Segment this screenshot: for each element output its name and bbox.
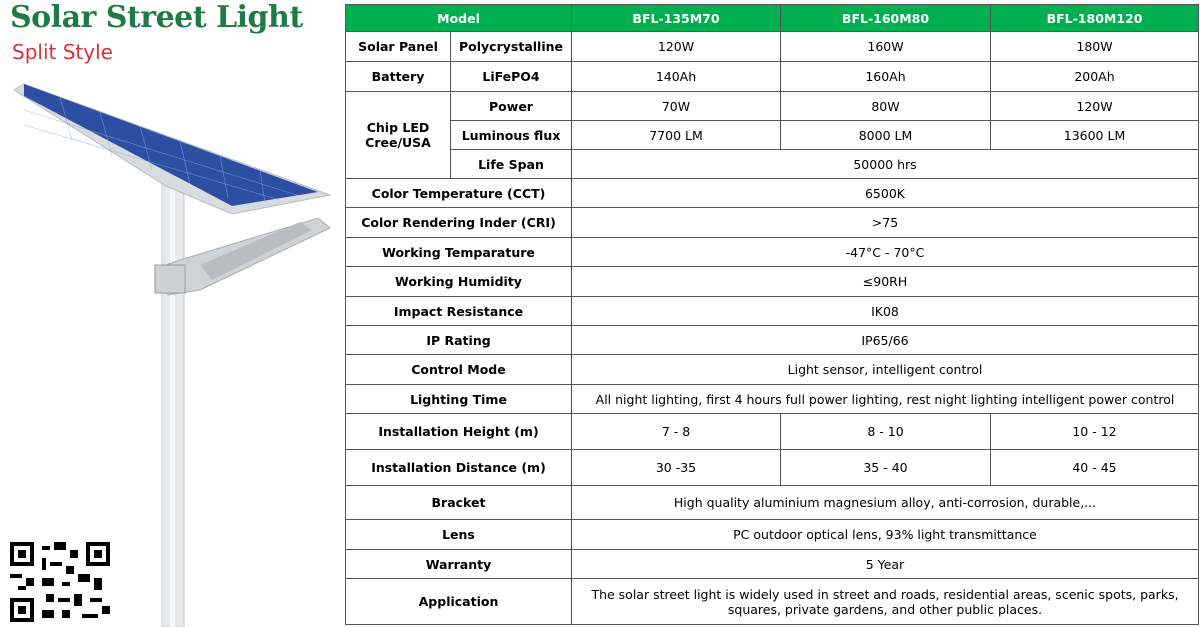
cell: 140Ah — [571, 61, 781, 92]
table-row: Lighting Time All night lighting, first 4… — [345, 384, 1199, 414]
row-label: IP Rating — [345, 325, 572, 355]
street-light-image — [13, 83, 332, 627]
row-label: Warranty — [345, 549, 572, 579]
table-row: Working Temparature -47°C - 70°C — [345, 237, 1199, 267]
table-row: Working Humidity ≤90RH — [345, 266, 1199, 297]
cell: Light sensor, intelligent control — [571, 354, 1199, 385]
row-label: Working Temparature — [345, 237, 572, 267]
cell: 40 - 45 — [990, 449, 1199, 486]
cell: 35 - 40 — [780, 449, 991, 486]
cell: 6500K — [571, 178, 1199, 208]
model-3: BFL-180M120 — [990, 4, 1199, 32]
chip-origin-label: Cree/USA — [365, 135, 431, 150]
cell: 200Ah — [990, 61, 1199, 92]
cell: IK08 — [571, 296, 1199, 326]
row-sublabel: Life Span — [450, 149, 572, 179]
cell: 7700 LM — [571, 120, 781, 150]
cell: 13600 LM — [990, 120, 1199, 150]
cell: IP65/66 — [571, 325, 1199, 355]
cell: 120W — [990, 91, 1199, 121]
row-label: Color Temperature (CCT) — [345, 178, 572, 208]
cell: PC outdoor optical lens, 93% light trans… — [571, 519, 1199, 550]
cell: >75 — [571, 207, 1199, 238]
model-header: Model — [345, 4, 572, 32]
table-row: Luminous flux 7700 LM 8000 LM 13600 LM — [346, 120, 1199, 150]
cell: 8 - 10 — [780, 413, 991, 450]
page-title: Solar Street Light — [10, 0, 303, 35]
cell: 30 -35 — [571, 449, 781, 486]
table-row: Chip LED Cree/USA Power 70W 80W 120W — [345, 91, 1199, 179]
model-1: BFL-135M70 — [571, 4, 781, 32]
cell: 50000 hrs — [571, 149, 1199, 179]
row-label-chip-led: Chip LED Cree/USA — [345, 91, 451, 179]
cell: ≤90RH — [571, 266, 1199, 297]
row-label: Installation Height (m) — [345, 413, 572, 450]
cell: 80W — [780, 91, 991, 121]
page-subtitle: Split Style — [12, 40, 113, 64]
row-sublabel: Power — [450, 91, 572, 121]
model-2: BFL-160M80 — [780, 4, 991, 32]
row-label: Battery — [345, 61, 451, 92]
table-row: Control Mode Light sensor, intelligent co… — [345, 354, 1199, 385]
application-line-1: The solar street light is widely used in… — [591, 586, 1179, 602]
row-sublabel: Polycrystalline — [450, 31, 572, 62]
cell: All night lighting, first 4 hours full p… — [571, 384, 1199, 414]
cell: 10 - 12 — [990, 413, 1199, 450]
row-label: Lighting Time — [345, 384, 572, 414]
row-sublabel: Luminous flux — [450, 120, 572, 150]
cell: 5 Year — [571, 549, 1199, 579]
cell: 180W — [990, 31, 1199, 62]
table-row: Life Span 50000 hrs — [346, 149, 1199, 179]
cell: -47°C - 70°C — [571, 237, 1199, 267]
cell: The solar street light is widely used in… — [571, 578, 1199, 625]
row-label: Control Mode — [345, 354, 572, 385]
row-label: Installation Distance (m) — [345, 449, 572, 486]
table-row: Solar Panel Polycrystalline 120W 160W 18… — [345, 31, 1199, 62]
table-row: Application The solar street light is wi… — [345, 578, 1199, 625]
table-row: IP Rating IP65/66 — [345, 325, 1199, 355]
table-row: Lens PC outdoor optical lens, 93% light t… — [345, 519, 1199, 550]
cell: 8000 LM — [780, 120, 991, 150]
table-row: Installation Distance (m) 30 -35 35 - 40… — [345, 449, 1199, 486]
row-sublabel: LiFePO4 — [450, 61, 572, 92]
application-line-2: squares, private gardens, and other publ… — [727, 601, 1043, 617]
cell: High quality aluminium magnesium alloy, … — [571, 485, 1199, 520]
row-label: Working Humidity — [345, 266, 572, 297]
cell: 160Ah — [780, 61, 991, 92]
table-row: Warranty 5 Year — [345, 549, 1199, 579]
qr-code — [10, 542, 110, 622]
chip-led-label: Chip LED — [366, 120, 430, 135]
table-row: Impact Resistance IK08 — [345, 296, 1199, 326]
cell: 7 - 8 — [571, 413, 781, 450]
spec-table: Model BFL-135M70 BFL-160M80 BFL-180M120 … — [345, 4, 1199, 625]
table-row: Bracket High quality aluminium magnesium … — [345, 485, 1199, 520]
table-header-row: Model BFL-135M70 BFL-160M80 BFL-180M120 — [345, 4, 1199, 32]
table-row: Installation Height (m) 7 - 8 8 - 10 10 … — [345, 413, 1199, 450]
cell: 120W — [571, 31, 781, 62]
cell: 70W — [571, 91, 781, 121]
row-label: Lens — [345, 519, 572, 550]
table-row: Battery LiFePO4 140Ah 160Ah 200Ah — [345, 61, 1199, 92]
row-label: Impact Resistance — [345, 296, 572, 326]
row-label: Bracket — [345, 485, 572, 520]
row-label: Solar Panel — [345, 31, 451, 62]
row-label: Application — [345, 578, 572, 625]
cell: 160W — [780, 31, 991, 62]
table-row: Color Temperature (CCT) 6500K — [345, 178, 1199, 208]
row-label: Color Rendering Inder (CRI) — [345, 207, 572, 238]
table-row: Color Rendering Inder (CRI) >75 — [345, 207, 1199, 238]
